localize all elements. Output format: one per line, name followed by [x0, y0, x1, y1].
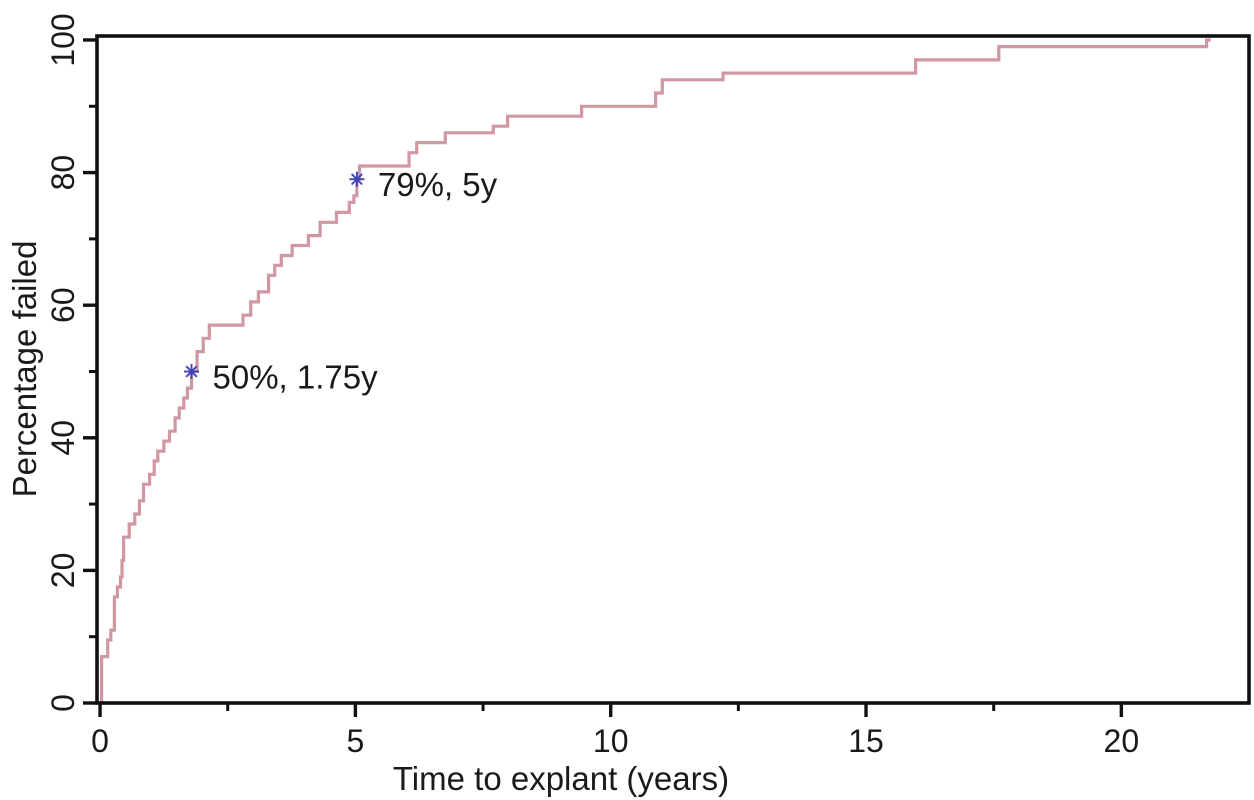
- star-markers-group: [184, 171, 365, 379]
- x-tick-label: 0: [91, 723, 109, 759]
- x-tick-label: 15: [848, 723, 884, 759]
- y-tick-label: 20: [45, 553, 81, 589]
- annotation-label-median: 50%, 1.75y: [213, 359, 379, 396]
- y-axis-title: Percentage failed: [6, 241, 43, 498]
- star-marker: [184, 364, 199, 379]
- x-axis-title: Time to explant (years): [393, 760, 729, 797]
- failure-step-curve-group: [100, 38, 1211, 703]
- annotation-label-5y: 79%, 5y: [378, 166, 498, 203]
- y-tick-label: 40: [45, 420, 81, 456]
- star-marker-arm: [350, 173, 363, 186]
- y-tick-label: 0: [45, 694, 81, 712]
- x-tick-label: 5: [346, 723, 364, 759]
- x-tick-label: 10: [593, 723, 629, 759]
- plot-frame: [95, 34, 1251, 705]
- failure-step-curve: [100, 38, 1211, 703]
- x-tick-label: 20: [1104, 723, 1140, 759]
- y-tick-label: 100: [45, 13, 81, 66]
- star-marker-arm: [185, 365, 198, 378]
- y-tick-label: 60: [45, 287, 81, 323]
- axis-tick-labels: 0 5 10 15 20 0 20 40 60 80 100: [45, 13, 1139, 759]
- y-tick-label: 80: [45, 155, 81, 191]
- star-marker: [349, 171, 365, 187]
